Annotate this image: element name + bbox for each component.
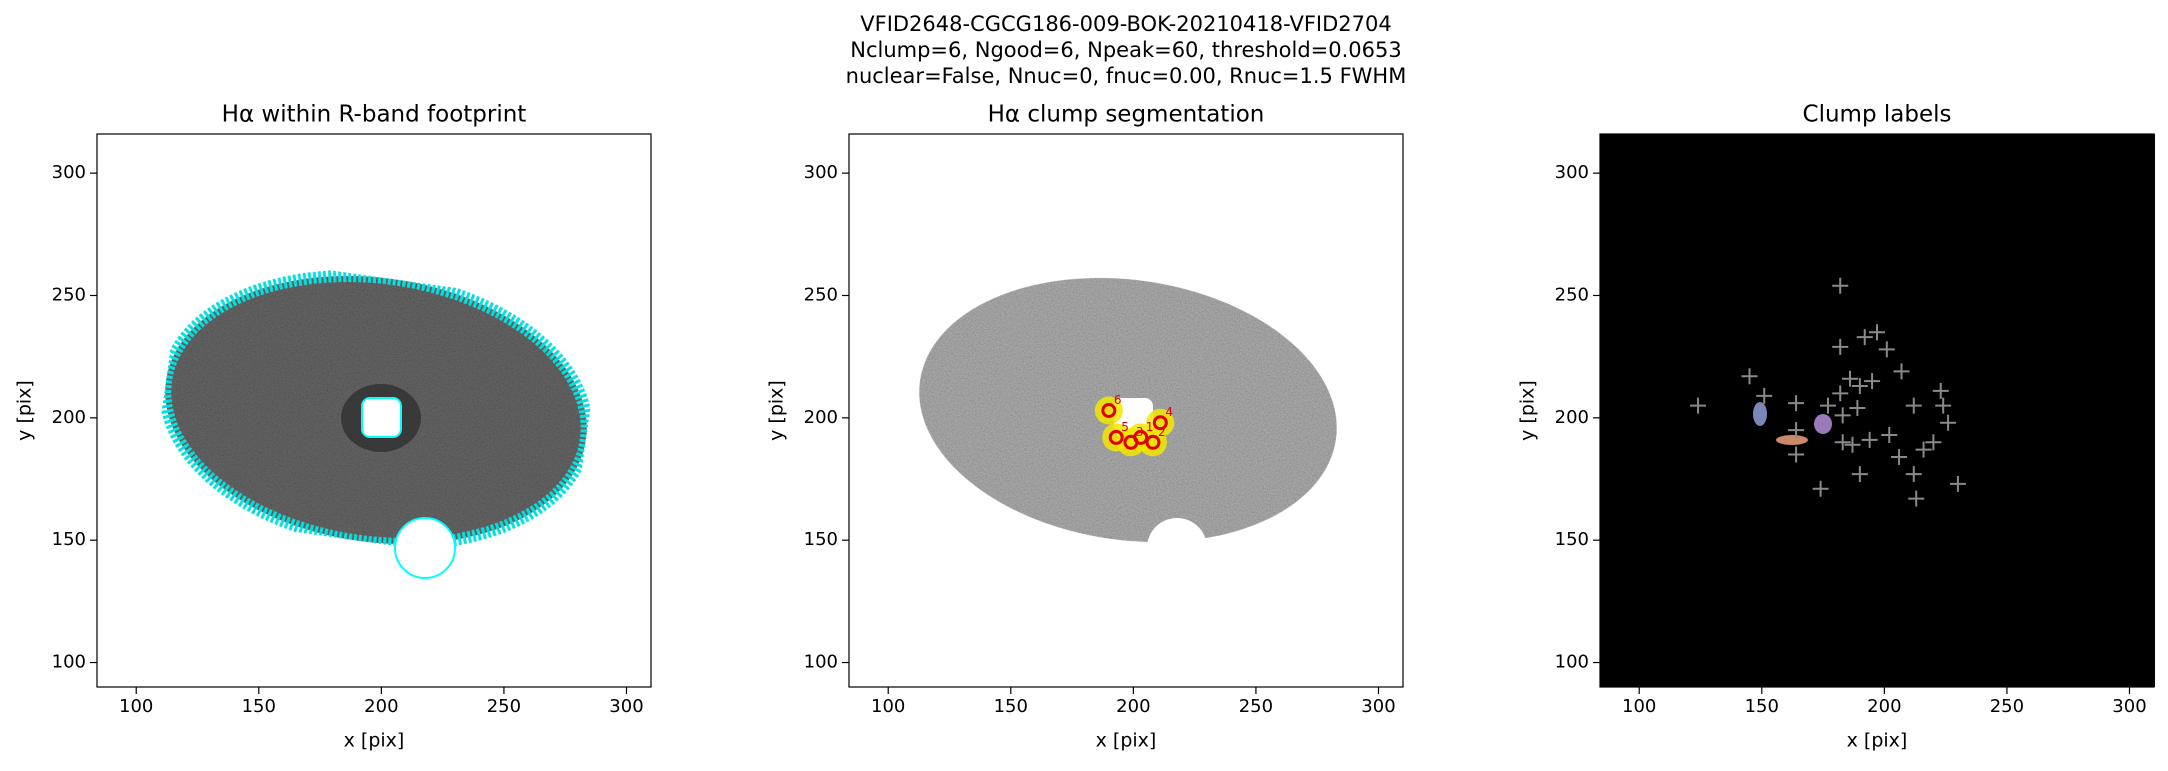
axes-frame bbox=[848, 133, 1404, 688]
peak-marker bbox=[1690, 397, 1707, 414]
peak-marker bbox=[1788, 422, 1805, 439]
clump-marker bbox=[1133, 429, 1149, 445]
peak-marker bbox=[1812, 480, 1829, 497]
peak-marker bbox=[1940, 414, 1957, 431]
peak-marker bbox=[1832, 277, 1849, 294]
labels-image bbox=[1600, 134, 2155, 687]
y-tick-label: 250 bbox=[1555, 284, 1589, 305]
x-axis-label: x [pix] bbox=[1096, 730, 1157, 752]
peak-marker bbox=[1834, 407, 1851, 424]
y-axis-label: y [pix] bbox=[1517, 380, 1539, 441]
peak-marker bbox=[1881, 426, 1898, 443]
clump-marker bbox=[1101, 403, 1117, 418]
peak-marker bbox=[1851, 466, 1868, 483]
peak-marker bbox=[1893, 363, 1910, 380]
x-tick-label: 300 bbox=[1361, 696, 1395, 717]
peak-marker bbox=[1834, 434, 1851, 451]
x-tick-label: 100 bbox=[119, 696, 153, 717]
label-blobs bbox=[1753, 402, 1832, 445]
x-tick-label: 150 bbox=[242, 696, 276, 717]
peak-marker bbox=[1842, 370, 1859, 387]
clump-label: 1 bbox=[1146, 420, 1154, 434]
peak-marker bbox=[1856, 329, 1873, 346]
peak-marker bbox=[1905, 397, 1922, 414]
y-axis-label: y [pix] bbox=[766, 380, 788, 441]
peak-marker bbox=[1949, 475, 1966, 492]
peak-marker bbox=[1844, 436, 1861, 453]
x-tick-label: 250 bbox=[1990, 696, 2024, 717]
y-tick-label: 200 bbox=[1555, 407, 1589, 428]
x-tick-label: 250 bbox=[1239, 696, 1273, 717]
clump-label: 5 bbox=[1121, 420, 1129, 434]
x-tick-label: 200 bbox=[1867, 696, 1901, 717]
clump-halo bbox=[1146, 408, 1175, 437]
y-tick-label: 100 bbox=[1555, 652, 1589, 673]
peak-marker bbox=[1861, 431, 1878, 448]
y-tick-label: 100 bbox=[804, 652, 838, 673]
panel-title: Hα clump segmentation bbox=[988, 102, 1265, 128]
y-tick-label: 300 bbox=[804, 162, 838, 183]
y-tick-label: 150 bbox=[804, 529, 838, 550]
y-tick-label: 300 bbox=[1555, 162, 1589, 183]
y-tick-label: 250 bbox=[804, 284, 838, 305]
segmentation-image bbox=[919, 277, 1337, 578]
x-tick-label: 200 bbox=[364, 696, 398, 717]
clump-marker bbox=[1152, 415, 1168, 431]
panel-title: Hα within R-band footprint bbox=[222, 102, 527, 128]
x-axis-label: x [pix] bbox=[1847, 730, 1908, 752]
suptitle-line: VFID2648-CGCG186-009-BOK-20210418-VFID27… bbox=[860, 12, 1391, 36]
peak-marker bbox=[1788, 395, 1805, 412]
peak-marker bbox=[1915, 441, 1932, 458]
peak-marker bbox=[1756, 387, 1773, 404]
clump-label: 6 bbox=[1114, 393, 1122, 407]
x-tick-label: 100 bbox=[871, 696, 905, 717]
peak-marker bbox=[1878, 341, 1895, 358]
peak-marker bbox=[1741, 368, 1758, 385]
axes-frame bbox=[1599, 133, 2155, 688]
y-tick-label: 300 bbox=[52, 162, 86, 183]
y-axis-label: y [pix] bbox=[14, 380, 36, 441]
peak-marker bbox=[1788, 446, 1805, 463]
axes-frame bbox=[96, 133, 652, 688]
x-axis-label: x [pix] bbox=[344, 730, 405, 752]
y-tick-label: 150 bbox=[1555, 529, 1589, 550]
x-tick-label: 150 bbox=[994, 696, 1028, 717]
peak-marker bbox=[1864, 373, 1881, 390]
x-tick-label: 200 bbox=[1116, 696, 1150, 717]
peak-marker bbox=[1908, 490, 1925, 507]
clump-halo bbox=[1094, 396, 1123, 425]
y-tick-label: 100 bbox=[52, 652, 86, 673]
peak-marker bbox=[1935, 397, 1952, 414]
peak-marker bbox=[1925, 434, 1942, 451]
clump-marker bbox=[1145, 434, 1161, 450]
peak-marker bbox=[1851, 378, 1868, 395]
panel-title: Clump labels bbox=[1803, 102, 1952, 128]
x-tick-label: 250 bbox=[487, 696, 521, 717]
peak-marker bbox=[1932, 382, 1949, 399]
y-tick-label: 200 bbox=[52, 407, 86, 428]
suptitle-line: nuclear=False, Nnuc=0, fnuc=0.00, Rnuc=1… bbox=[846, 64, 1407, 88]
x-tick-label: 150 bbox=[1745, 696, 1779, 717]
x-tick-label: 300 bbox=[609, 696, 643, 717]
peak-marker bbox=[1832, 385, 1849, 402]
peak-marker bbox=[1869, 324, 1885, 341]
peak-marker bbox=[1891, 448, 1908, 465]
x-tick-label: 300 bbox=[2112, 696, 2146, 717]
peak-marker bbox=[1905, 466, 1922, 483]
y-tick-label: 200 bbox=[804, 407, 838, 428]
y-tick-label: 250 bbox=[52, 284, 86, 305]
peak-marker bbox=[1849, 400, 1866, 417]
suptitle-line: Nclump=6, Ngood=6, Npeak=60, threshold=0… bbox=[850, 38, 1402, 62]
peak-marker bbox=[1832, 338, 1849, 355]
peak-marker bbox=[1819, 397, 1836, 414]
x-tick-label: 100 bbox=[1622, 696, 1656, 717]
clump-label: 4 bbox=[1165, 405, 1173, 419]
halpha-image bbox=[159, 269, 593, 579]
y-tick-label: 150 bbox=[52, 529, 86, 550]
clump-marker bbox=[1108, 429, 1124, 445]
clump-label: 2 bbox=[1158, 425, 1166, 439]
